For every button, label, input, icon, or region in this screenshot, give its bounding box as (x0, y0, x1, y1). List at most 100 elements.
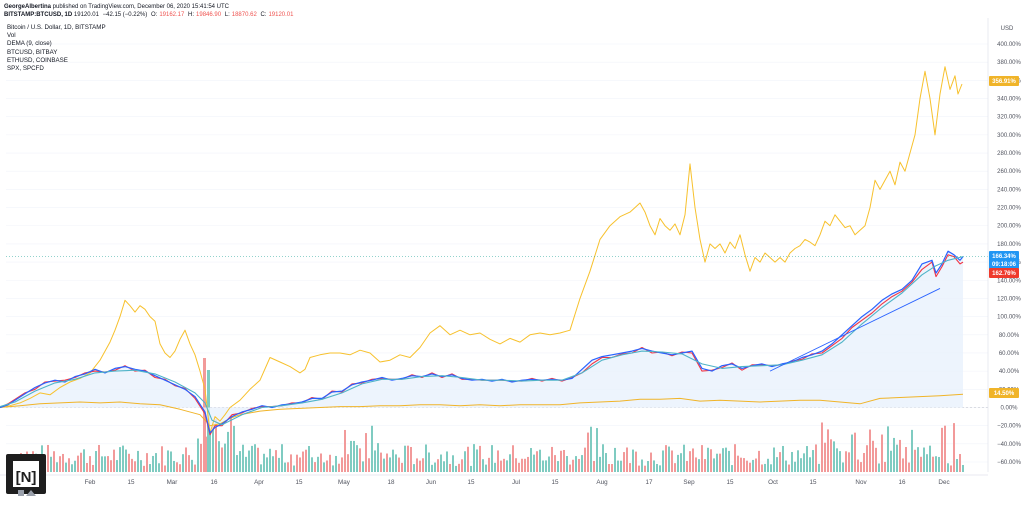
volume-bar (257, 447, 259, 472)
volume-bar (683, 444, 685, 472)
y-tick-label: 60.00% (999, 351, 1020, 357)
volume-bar (749, 462, 751, 472)
y-tick-label: 100.00% (997, 315, 1021, 321)
volume-bar (779, 452, 781, 472)
volume-bar (386, 453, 388, 472)
volume-bar (518, 462, 520, 472)
volume-bar (71, 464, 73, 472)
volume-bar (746, 460, 748, 472)
y-tick-label: 380.00% (997, 60, 1021, 66)
legend-item-dema[interactable]: DEMA (9, close) (7, 40, 52, 48)
volume-bar (449, 463, 451, 472)
series-lines (0, 66, 988, 436)
volume-bar (635, 451, 637, 472)
volume-bar (788, 464, 790, 472)
volume-bar (917, 447, 919, 472)
volume-bar (644, 465, 646, 472)
volume-bar (587, 432, 589, 472)
volume-bar (950, 465, 952, 472)
price-tag-background (989, 251, 1019, 261)
volume-bar (155, 453, 157, 472)
volume-bar (626, 447, 628, 472)
volume-bar (74, 460, 76, 472)
volume-bar (419, 460, 421, 472)
volume-bar (185, 447, 187, 472)
x-tick-label: 15 (809, 479, 817, 486)
y-tick-label: 200.00% (997, 224, 1021, 230)
volume-bar (791, 451, 793, 472)
volume-bar (608, 463, 610, 472)
legend-item-eth[interactable]: ETHUSD, COINBASE (7, 56, 68, 64)
volume-bar (320, 453, 322, 472)
volume-bar (137, 450, 139, 472)
volume-bar (167, 450, 169, 472)
volume-bar (239, 451, 241, 472)
volume-bar (491, 445, 493, 472)
volume-bar (446, 451, 448, 472)
price-tag-label: 166.34% (992, 254, 1016, 260)
volume-bar (56, 462, 58, 472)
volume-bar (692, 448, 694, 472)
volume-bar (602, 444, 604, 472)
volume-bar (803, 453, 805, 472)
volume-bar (425, 444, 427, 472)
volume-bar (383, 458, 385, 472)
volume-bar (665, 445, 667, 472)
volume-bar (245, 456, 247, 472)
volume-bar (671, 450, 673, 472)
volume-bar (122, 445, 124, 472)
volume-bar (707, 447, 709, 472)
volume-bar (230, 417, 232, 472)
author-name[interactable]: GeorgeAlbertina (4, 4, 52, 10)
high-value: 19846.90 (196, 12, 222, 18)
volume-bar (794, 461, 796, 472)
y-tick-label: 80.00% (999, 333, 1020, 339)
volume-bar (599, 456, 601, 472)
volume-bar (269, 448, 271, 472)
volume-bar (638, 465, 640, 472)
volume-bar (668, 446, 670, 472)
price-tag-label: 162.76% (992, 271, 1016, 277)
volume-bar (527, 456, 529, 472)
volume-bar (563, 449, 565, 472)
volume-bar (551, 446, 553, 472)
volume-bar (914, 449, 916, 472)
volume-bar (884, 461, 886, 472)
volume-bar (368, 458, 370, 472)
volume-bar (77, 455, 79, 472)
volume-bar (176, 462, 178, 472)
volume-bar (830, 439, 832, 472)
volume-bar (203, 358, 206, 472)
x-tick-label: Dec (938, 479, 949, 486)
volume-bar (488, 457, 490, 472)
legend-item-bitbay[interactable]: BTCUSD, BITBAY (7, 48, 58, 56)
volume-bar (509, 454, 511, 472)
volume-bar (365, 433, 367, 472)
y-tick-label: 340.00% (997, 97, 1021, 103)
volume-bar (410, 446, 412, 472)
volume-bar (722, 448, 724, 472)
volume-bar (98, 444, 100, 472)
volume-bar (962, 464, 964, 472)
volume-bar (500, 460, 502, 472)
volume-bar (713, 458, 715, 472)
volume-bar (920, 456, 922, 472)
legend-title[interactable]: Bitcoin / U.S. Dollar, 1D, BITSTAMP (7, 24, 106, 31)
volume-bar (698, 459, 700, 472)
volume-bar (743, 458, 745, 472)
legend-item-spx[interactable]: SPX, SPCFD (7, 65, 44, 73)
volume-bar (845, 451, 847, 472)
price-axis[interactable]: USD400.00%380.00%360.00%340.00%320.00%30… (987, 18, 1022, 472)
legend-item-volume[interactable]: Vol (7, 32, 16, 40)
volume-bar (767, 458, 769, 472)
volume-bar (443, 461, 445, 472)
volume-bar (560, 450, 562, 472)
x-tick-label: 17 (645, 479, 653, 486)
volume-bars (8, 358, 964, 472)
volume-bar (392, 449, 394, 472)
volume-bar (179, 464, 181, 472)
volume-bar (512, 445, 514, 472)
price-tag-background (989, 268, 1019, 278)
chart-legend: Bitcoin / U.S. Dollar, 1D, BITSTAMP Vol … (7, 24, 106, 73)
time-axis[interactable]: Feb 15 Mar 16 Apr 15 May 18 Jun 15 Jul 15 Aug 17 Sep 15… (0, 474, 988, 486)
